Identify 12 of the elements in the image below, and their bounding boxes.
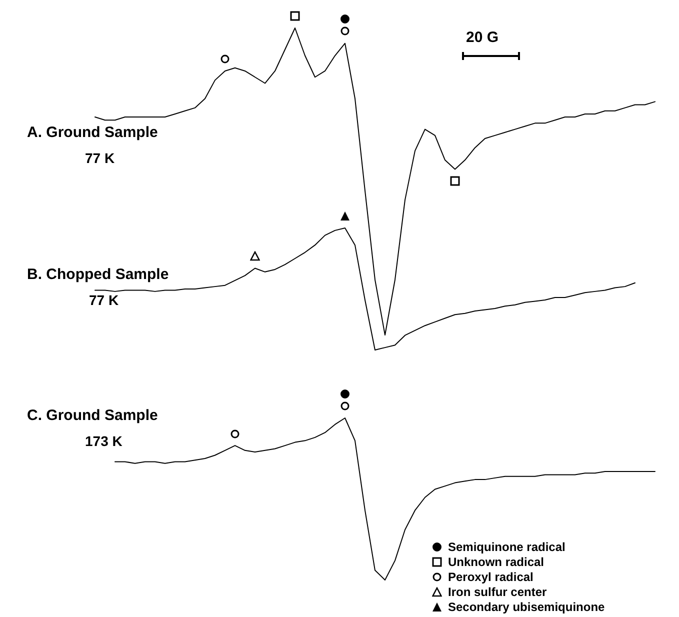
annotation: Semiquinone radical bbox=[448, 540, 566, 554]
text: 173 K bbox=[85, 433, 122, 449]
chart-title: C. Ground Sample bbox=[27, 407, 158, 424]
text: B. Chopped Sample bbox=[27, 266, 169, 283]
annotation: Unknown radical bbox=[448, 555, 544, 569]
text: A. Ground Sample bbox=[27, 124, 158, 141]
text: Iron sulfur center bbox=[448, 585, 547, 599]
text: 77 K bbox=[85, 150, 115, 166]
text: Secondary ubisemiquinone bbox=[448, 600, 605, 614]
annotation: 20 G bbox=[466, 29, 499, 46]
annotation: Peroxyl radical bbox=[448, 570, 534, 584]
text: 77 K bbox=[89, 292, 119, 308]
